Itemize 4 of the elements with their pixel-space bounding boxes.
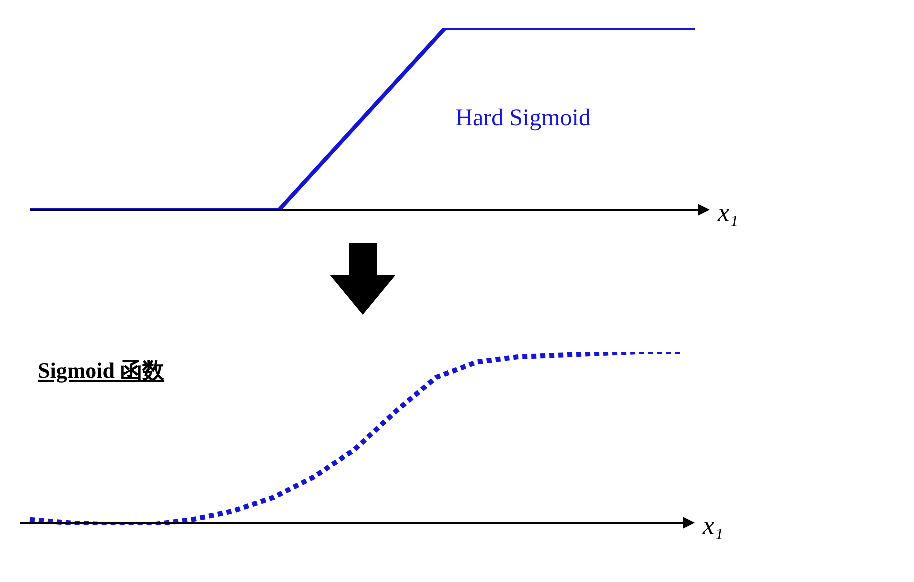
text: Hard Sigmoid xyxy=(456,105,591,132)
x-axis-title: x₁ xyxy=(717,198,739,227)
chart-title: Sigmoid 函数 xyxy=(38,357,165,385)
x-axis-title: x₁ xyxy=(702,511,724,540)
